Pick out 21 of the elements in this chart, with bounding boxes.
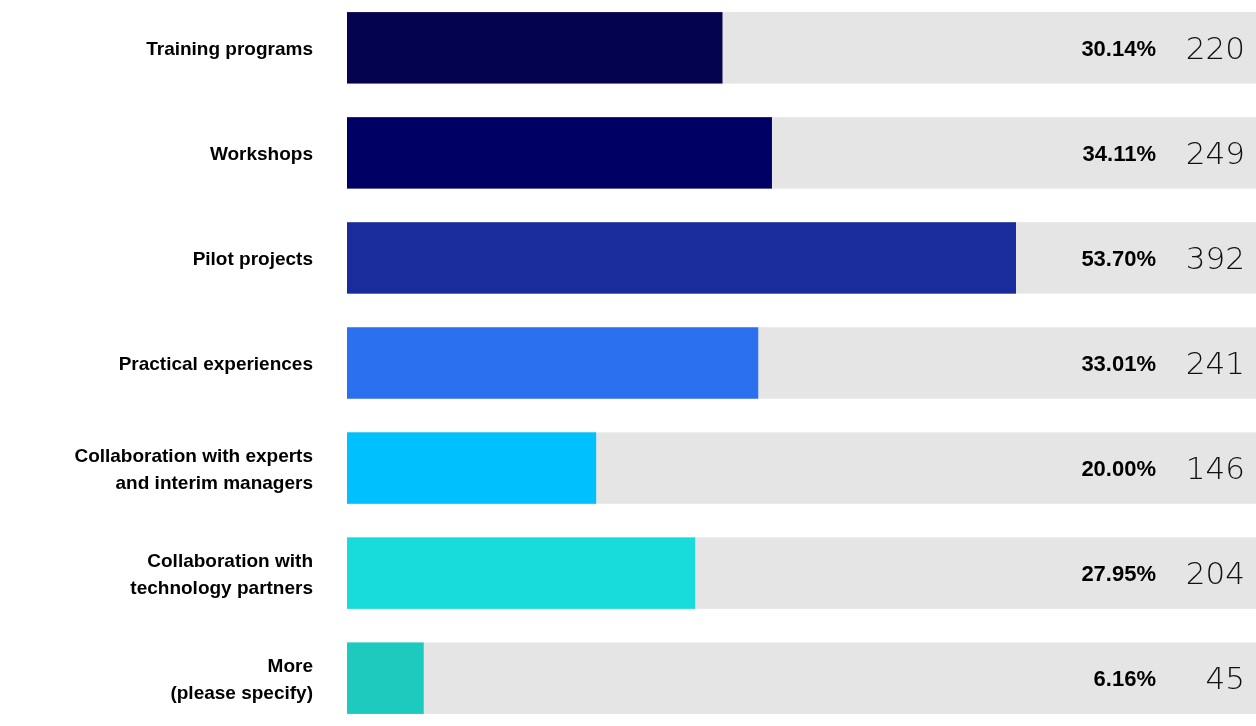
y-tick-label: Practical experiences bbox=[118, 353, 313, 374]
data-label: 33.01% bbox=[1081, 351, 1156, 376]
data-label: 34.11% bbox=[1082, 140, 1156, 166]
y-tick-label: Pilot projects bbox=[192, 247, 313, 269]
data-label: 20.00% bbox=[1081, 456, 1156, 482]
text: 204 bbox=[1185, 555, 1245, 592]
text: 241 bbox=[1185, 345, 1245, 381]
data-label: 53.70% bbox=[1081, 245, 1156, 271]
data-label: 30.14% bbox=[1081, 35, 1156, 61]
y-tick-label: Training programs bbox=[146, 37, 313, 59]
y-tick-label: Workshops bbox=[209, 142, 313, 164]
y-tick-label: Collaboration with experts and interim managers bbox=[74, 444, 313, 493]
text: 220 bbox=[1185, 29, 1245, 66]
text: 45 bbox=[1205, 660, 1245, 697]
y-tick-label: More (please specify) bbox=[170, 654, 313, 703]
text: 249 bbox=[1185, 134, 1245, 171]
y-tick-label: Collaboration with technology partners bbox=[130, 549, 313, 598]
text: 146 bbox=[1185, 450, 1245, 487]
data-label: 27.95% bbox=[1081, 561, 1156, 587]
data-label: 6.16% bbox=[1093, 666, 1156, 692]
text: 392 bbox=[1185, 239, 1245, 276]
